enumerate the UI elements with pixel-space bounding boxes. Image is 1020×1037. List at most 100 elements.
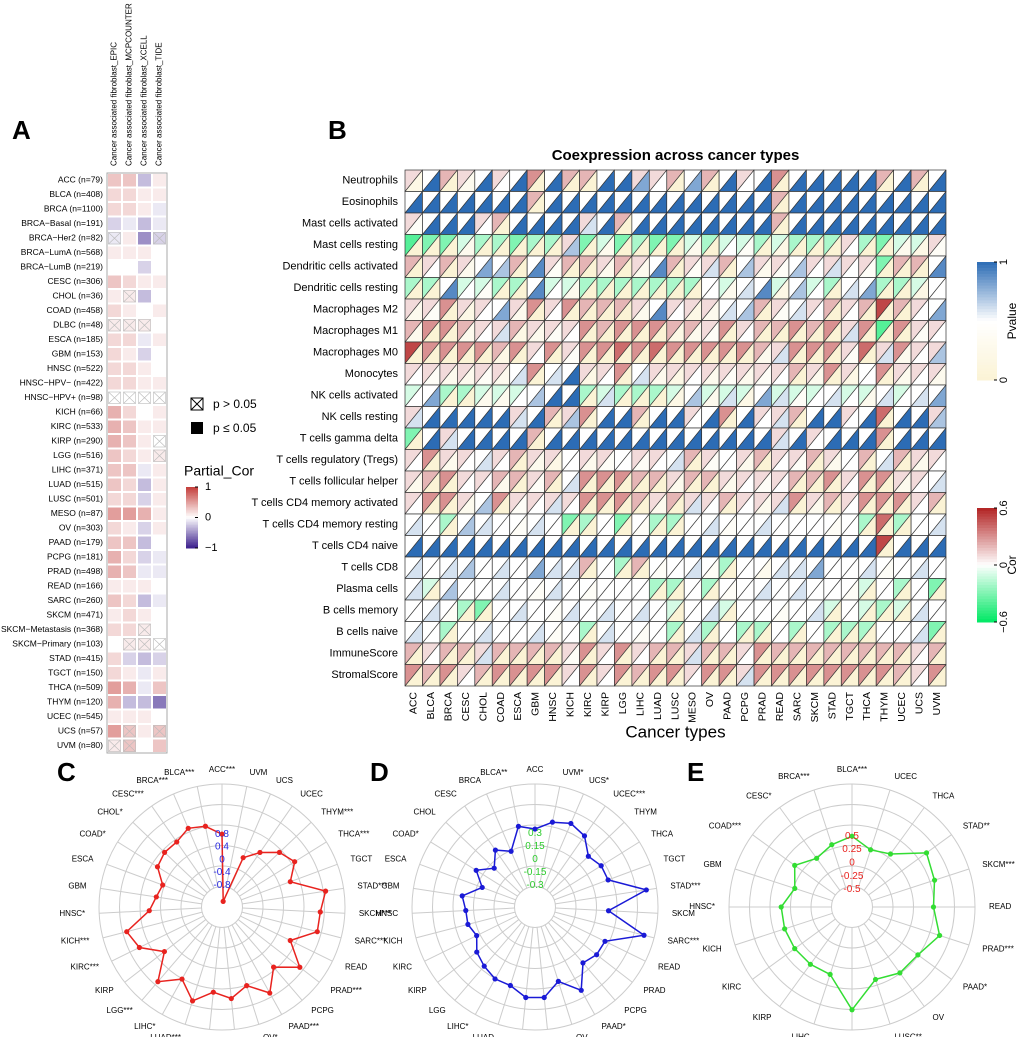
category-label: UCS	[276, 776, 293, 785]
legend-title: Cor	[1005, 555, 1019, 574]
cell-diagonal	[526, 169, 545, 192]
heat-cell	[153, 565, 166, 578]
nonsig-box	[123, 638, 136, 651]
radar-spoke	[242, 907, 345, 914]
cell-diagonal	[718, 513, 737, 536]
cell-diagonal	[858, 320, 877, 343]
cell-diagonal	[439, 169, 458, 192]
cell-diagonal	[579, 277, 598, 300]
cell-diagonal	[649, 599, 668, 622]
legend-gradient	[977, 353, 997, 357]
cell-diagonal	[614, 427, 633, 450]
cell-diagonal	[928, 320, 947, 343]
cell-diagonal	[841, 621, 860, 644]
cell-diagonal	[544, 449, 563, 472]
cell-diagonal	[683, 513, 702, 536]
heat-cell	[138, 290, 151, 303]
heat-cell	[138, 246, 151, 259]
heat-cell	[108, 174, 121, 187]
cell-diagonal	[474, 664, 493, 687]
legend-gradient	[977, 513, 997, 518]
cell-diagonal	[893, 363, 912, 386]
cell-diagonal	[649, 492, 668, 515]
cell-diagonal	[910, 384, 929, 407]
radar-point	[276, 849, 283, 856]
row-label: KIRP (n=290)	[51, 436, 103, 446]
cell-diagonal	[474, 406, 493, 429]
radar-point	[202, 823, 209, 829]
legend-gradient	[186, 494, 198, 497]
cell-diagonal	[736, 406, 755, 429]
cell-diagonal	[823, 277, 842, 300]
cell-diagonal	[457, 427, 476, 450]
row-label: B cells naive	[336, 626, 398, 638]
cell-diagonal	[806, 470, 825, 493]
heat-cell	[153, 667, 166, 680]
radar-grid	[201, 886, 243, 928]
cell-diagonal	[806, 621, 825, 644]
heat-cell	[123, 696, 136, 709]
heat-cell	[153, 623, 166, 636]
legend-gradient	[977, 576, 997, 580]
panel-label: A	[12, 115, 31, 145]
legend-gradient	[977, 573, 997, 577]
cell-diagonal	[561, 277, 580, 300]
cell-diagonal	[631, 169, 650, 192]
cell-diagonal	[491, 599, 510, 622]
cell-diagonal	[823, 427, 842, 450]
cell-diagonal	[771, 298, 790, 321]
legend-gradient	[977, 619, 997, 623]
column-label: ACC	[408, 692, 420, 715]
category-label: OV*	[263, 1033, 278, 1037]
column-label: THCA	[861, 692, 873, 721]
radial-tick-label: 0	[532, 854, 538, 865]
legend-gradient	[186, 529, 198, 532]
radar-spoke	[454, 922, 523, 1001]
row-label: Neutrophils	[342, 175, 398, 187]
cell-diagonal	[910, 599, 929, 622]
heat-cell	[108, 522, 121, 535]
cell-diagonal	[928, 363, 947, 386]
heat-cell	[138, 261, 151, 274]
heat-cell	[153, 681, 166, 694]
legend-gradient	[977, 300, 997, 304]
radar-point	[481, 963, 487, 969]
cell-diagonal	[666, 556, 685, 579]
heat-cell	[108, 609, 121, 622]
heat-cell	[108, 217, 121, 230]
cell-diagonal	[614, 298, 633, 321]
cell-diagonal	[858, 234, 877, 257]
nonsig-cross	[138, 319, 151, 332]
cell-diagonal	[544, 535, 563, 558]
cell-diagonal	[823, 513, 842, 536]
cell-diagonal	[823, 449, 842, 472]
cell-diagonal	[614, 212, 633, 235]
cell-diagonal	[718, 255, 737, 278]
cell-diagonal	[910, 556, 929, 579]
cell-diagonal	[526, 599, 545, 622]
cell-diagonal	[736, 427, 755, 450]
sig-legend-icon	[190, 397, 204, 411]
cell-diagonal	[701, 556, 720, 579]
cell-diagonal	[910, 277, 929, 300]
category-label: UVM	[250, 768, 268, 777]
heat-cell	[123, 536, 136, 549]
radar-point	[267, 990, 273, 996]
cell-diagonal	[579, 427, 598, 450]
cell-diagonal	[771, 234, 790, 257]
heat-cell	[138, 710, 151, 723]
category-label: BLCA***	[164, 768, 194, 777]
cell-diagonal	[718, 341, 737, 364]
heat-cell	[123, 348, 136, 361]
column-label: MESO	[687, 692, 699, 723]
radar-point	[174, 839, 180, 845]
cell-diagonal	[474, 449, 493, 472]
cell-diagonal	[910, 664, 929, 687]
cell-diagonal	[649, 449, 668, 472]
cell-diagonal	[875, 427, 894, 450]
cell-diagonal	[683, 664, 702, 687]
cell-diagonal	[841, 234, 860, 257]
nonsig-cross	[108, 319, 121, 332]
cell-diagonal	[596, 556, 615, 579]
cell-diagonal	[841, 556, 860, 579]
